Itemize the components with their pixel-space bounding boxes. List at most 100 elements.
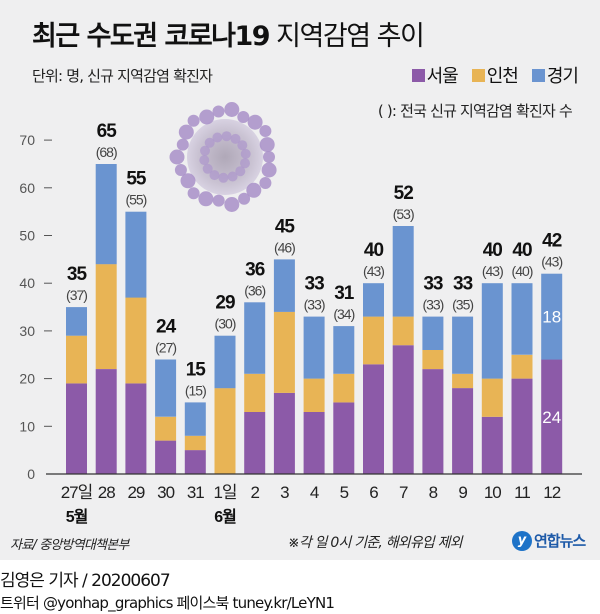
virus-spike [259, 137, 275, 153]
virus-spike [202, 163, 213, 174]
virus-spike [199, 109, 215, 125]
bar-segment-incheon [155, 416, 177, 441]
total-label: 40 [364, 240, 384, 261]
month-label: 5월 [66, 508, 88, 526]
bar-segment-gyeonggi [481, 283, 503, 379]
y-tick-label: 30 [19, 323, 35, 339]
national-label: (33) [422, 297, 443, 313]
source-label: 자료/ 중앙방역대책본부 [10, 538, 129, 553]
social-links: 트위터 @yonhap_graphics 페이스북 tuney.kr/LeYN1 [0, 594, 335, 612]
bar-segment-incheon [214, 388, 236, 474]
segment-value-label: 24 [542, 408, 561, 427]
bar-segment-incheon [303, 378, 325, 412]
title-bold: 최근 수도권 코로나19 [32, 21, 271, 52]
x-tick-label: 2 [250, 483, 259, 502]
virus-spike [212, 132, 223, 143]
legend-label-seoul: 서울 [426, 66, 459, 87]
bar-segment-gyeonggi [333, 326, 355, 374]
national-label: (34) [333, 306, 354, 322]
x-tick-label: 28 [98, 483, 115, 502]
legend-label-gyeonggi: 경기 [546, 66, 579, 87]
x-tick-label: 27일 [61, 483, 93, 502]
y-axis: 0 10 20 30 40 50 60 70 [19, 132, 52, 482]
bar-segment-gyeonggi [95, 164, 117, 265]
bar-segment-gyeonggi [184, 402, 206, 436]
legend-swatch-seoul [411, 68, 425, 82]
bar-segment-gyeonggi [125, 211, 147, 298]
virus-spike [209, 170, 220, 181]
total-label: 33 [305, 274, 325, 295]
total-label: 52 [394, 183, 414, 204]
national-label: (55) [125, 192, 146, 208]
virus-spike [240, 158, 250, 169]
national-label: (43) [482, 263, 503, 279]
bar-segment-seoul [541, 359, 563, 474]
x-tick-label: 12 [543, 483, 560, 502]
bar-segment-incheon [452, 373, 474, 389]
y-tick-label: 10 [19, 418, 35, 434]
legend-label-incheon: 인천 [486, 66, 519, 87]
unit-label: 단위: 명, 신규 지역감염 확진자 [32, 67, 213, 85]
month-label: 6월 [214, 508, 236, 526]
title-light: 지역감염 추이 [269, 21, 425, 52]
total-label: 15 [186, 359, 207, 380]
x-tick-label: 10 [484, 483, 501, 502]
bar-segment-seoul [66, 383, 87, 474]
total-label: 29 [215, 293, 235, 314]
bar-segment-seoul [363, 364, 384, 474]
virus-spike [240, 148, 251, 159]
virus-spike [259, 125, 272, 137]
total-label: 45 [275, 216, 296, 237]
legend-swatch-gyeonggi [531, 68, 545, 82]
national-label: (53) [393, 206, 414, 222]
bar-segment-gyeonggi [541, 273, 563, 360]
bar-segment-incheon [66, 335, 87, 384]
bar-segment-gyeonggi [244, 302, 266, 374]
virus-spike [169, 149, 185, 165]
virus-spike [174, 164, 187, 176]
bar-segment-incheon [363, 316, 384, 365]
virus-spike [180, 173, 196, 189]
page-title: 최근 수도권 코로나19 지역감염 추이 [32, 14, 425, 53]
x-tick-label: 30 [157, 483, 174, 502]
bar-segment-seoul [95, 369, 117, 474]
y-tick-label: 40 [19, 275, 35, 291]
virus-spike [247, 114, 263, 130]
x-tick-label: 9 [458, 483, 467, 502]
national-label: (27) [155, 340, 176, 356]
bar-segment-gyeonggi [452, 316, 474, 374]
x-tick-label: 3 [280, 483, 289, 502]
bar-segment-gyeonggi [363, 283, 384, 317]
total-label: 33 [423, 274, 443, 295]
bar-segment-gyeonggi [66, 307, 87, 336]
bar-segment-incheon [392, 316, 414, 346]
y-tick-label: 50 [19, 228, 35, 244]
x-axis: 27일 28 29 30 31 1일 2 3 4 5 6 7 8 9 10 11 12 5월 6월 [61, 483, 562, 526]
national-label: (36) [244, 282, 265, 298]
virus-spike [259, 177, 272, 189]
virus-spike [224, 197, 240, 212]
x-tick-label: 6 [369, 483, 378, 502]
segment-value-label: 18 [542, 308, 561, 327]
bar-segment-seoul [422, 369, 444, 474]
virus-spike [238, 192, 251, 205]
x-tick-label: 1일 [213, 483, 236, 502]
y-tick-label: 60 [19, 180, 35, 196]
national-label: (43) [363, 263, 384, 279]
total-label: 31 [334, 283, 355, 304]
bar-segment-seoul [184, 450, 206, 474]
y-tick-label: 20 [19, 371, 35, 387]
total-label: 36 [245, 259, 265, 280]
total-label: 40 [512, 240, 532, 261]
bar-segment-incheon [481, 378, 503, 417]
bar-segment-seoul [333, 402, 355, 474]
national-label: (33) [304, 297, 325, 313]
virus-spike [198, 191, 214, 207]
bar-segment-incheon [244, 373, 266, 412]
bar-segment-gyeonggi [511, 283, 533, 355]
national-label: (68) [96, 144, 117, 160]
virus-spike [200, 145, 210, 156]
national-note: ( ): 전국 신규 지역감염 확진자 수 [377, 102, 573, 120]
bar-segment-gyeonggi [214, 335, 236, 389]
bar-segment-incheon [333, 373, 355, 403]
